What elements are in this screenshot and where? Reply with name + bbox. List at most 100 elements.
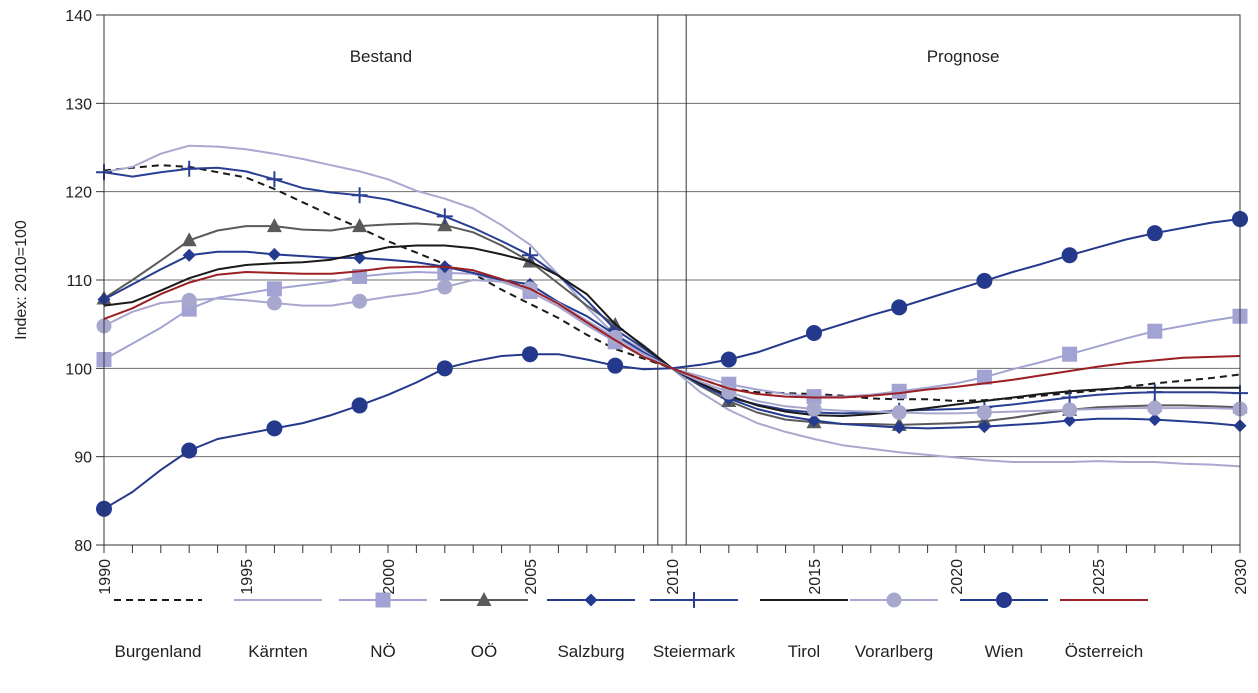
y-tick-label-110: 110 bbox=[66, 273, 92, 290]
legend-item-oesterreich: Österreich bbox=[1060, 599, 1148, 661]
series-line-burgenland bbox=[103, 164, 1241, 402]
y-tick-label-90: 90 bbox=[74, 450, 92, 467]
grid-lines bbox=[104, 102, 1240, 458]
y-tick-label-100: 100 bbox=[65, 361, 92, 378]
x-tick-label-2030: 2030 bbox=[1233, 559, 1250, 595]
legend-item-kaernten: Kärnten bbox=[234, 599, 322, 661]
point-wien-2015 bbox=[806, 325, 822, 341]
series-line-oesterreich bbox=[103, 265, 1241, 399]
legend-marker-ooe bbox=[476, 592, 492, 606]
legend-item-wien: Wien bbox=[960, 592, 1048, 661]
point-noe-2021 bbox=[976, 369, 992, 385]
legend-item-burgenland: Burgenland bbox=[114, 599, 202, 661]
legend-marker-steiermark bbox=[686, 592, 702, 608]
point-ooe-1999 bbox=[352, 218, 368, 233]
point-wien-1993 bbox=[181, 442, 198, 459]
point-vorarlberg-2021 bbox=[976, 405, 992, 420]
point-wien-2002 bbox=[436, 360, 453, 377]
y-tick-labels: 80 90 100 110 120 130 140 bbox=[65, 8, 92, 555]
legend-marker-salzburg bbox=[584, 593, 598, 607]
point-wien-2027 bbox=[1146, 225, 1163, 242]
point-vorarlberg-1996 bbox=[266, 295, 282, 311]
point-wien-2024 bbox=[1061, 247, 1078, 264]
point-salzburg-1996 bbox=[267, 247, 281, 261]
point-salzburg-2021 bbox=[977, 420, 991, 434]
y-axis-label: Index: 2010=100 bbox=[13, 220, 30, 340]
point-noe-1999 bbox=[352, 268, 368, 284]
legend-label-wien: Wien bbox=[985, 642, 1024, 661]
legend-label-burgenland: Burgenland bbox=[115, 642, 202, 661]
legend-item-noe: NÖ bbox=[339, 592, 427, 661]
region-label-bestand: Bestand bbox=[350, 47, 412, 66]
point-wien-1999 bbox=[351, 397, 368, 414]
axes bbox=[96, 14, 1241, 553]
point-vorarlberg-2002 bbox=[437, 279, 453, 295]
point-noe-2024 bbox=[1062, 346, 1078, 362]
point-salzburg-2018 bbox=[892, 421, 906, 435]
x-tick-label-2010: 2010 bbox=[665, 559, 682, 595]
x-tick-label-2025: 2025 bbox=[1091, 559, 1108, 595]
point-ooe-1993 bbox=[181, 232, 197, 247]
point-vorarlberg-1999 bbox=[352, 293, 368, 309]
point-noe-2018 bbox=[891, 383, 907, 399]
legend-marker-noe bbox=[375, 592, 391, 608]
legend-marker-vorarlberg bbox=[886, 592, 902, 608]
point-wien-2008 bbox=[607, 357, 624, 374]
legend-label-oesterreich: Österreich bbox=[1065, 642, 1143, 661]
point-steiermark-1996 bbox=[266, 171, 283, 188]
legend-item-salzburg: Salzburg bbox=[547, 593, 635, 661]
y-tick-label-130: 130 bbox=[65, 96, 92, 113]
point-wien-2021 bbox=[976, 272, 993, 289]
legend-item-steiermark: Steiermark bbox=[650, 592, 738, 661]
point-wien-2005 bbox=[522, 346, 538, 363]
point-steiermark-1993 bbox=[181, 160, 198, 177]
legend-label-salzburg: Salzburg bbox=[557, 642, 624, 661]
x-tick-label-2000: 2000 bbox=[381, 559, 398, 595]
point-vorarlberg-2027 bbox=[1147, 400, 1163, 416]
x-tick-label-2005: 2005 bbox=[523, 559, 540, 595]
legend-label-ooe: OÖ bbox=[471, 642, 497, 661]
point-steiermark-2002 bbox=[436, 208, 453, 225]
legend-label-vorarlberg: Vorarlberg bbox=[855, 642, 933, 661]
point-vorarlberg-2015 bbox=[806, 401, 822, 417]
legend-item-ooe: OÖ bbox=[440, 592, 528, 661]
point-wien-1996 bbox=[266, 420, 283, 437]
legend-label-steiermark: Steiermark bbox=[653, 642, 736, 661]
legend: Burgenland Kärnten NÖ OÖ Salzburg Steiermark T… bbox=[114, 592, 1148, 661]
point-vorarlberg-2024 bbox=[1062, 402, 1078, 418]
point-steiermark-1999 bbox=[351, 187, 368, 204]
legend-item-vorarlberg: Vorarlberg bbox=[850, 592, 938, 661]
series-line-tirol bbox=[103, 244, 1240, 417]
x-tick-labels: 1990 1995 2000 2005 2010 2015 2020 2025 2030 bbox=[97, 559, 1250, 595]
legend-label-kaernten: Kärnten bbox=[248, 642, 308, 661]
x-tick-label-2020: 2020 bbox=[949, 559, 966, 595]
legend-label-tirol: Tirol bbox=[788, 642, 820, 661]
point-wien-2012 bbox=[720, 351, 737, 368]
legend-item-tirol: Tirol bbox=[760, 599, 848, 661]
point-steiermark-2027 bbox=[1146, 384, 1163, 401]
series-wien bbox=[96, 211, 1248, 517]
region-dividers bbox=[657, 15, 687, 545]
point-wien-2018 bbox=[891, 299, 908, 316]
legend-marker-wien bbox=[996, 592, 1012, 608]
region-label-prognose: Prognose bbox=[927, 47, 1000, 66]
point-vorarlberg-1993 bbox=[181, 292, 197, 308]
y-tick-label-120: 120 bbox=[65, 185, 92, 202]
x-tick-label-2015: 2015 bbox=[807, 559, 824, 595]
series-burgenland bbox=[103, 164, 1241, 402]
series-tirol bbox=[103, 244, 1240, 417]
x-tick-label-1990: 1990 bbox=[97, 559, 114, 595]
y-tick-label-80: 80 bbox=[74, 538, 92, 555]
x-tick-label-1995: 1995 bbox=[239, 559, 256, 595]
point-vorarlberg-2018 bbox=[891, 405, 907, 420]
legend-label-noe: NÖ bbox=[370, 642, 396, 661]
point-ooe-1996 bbox=[266, 218, 282, 233]
series-layer bbox=[96, 144, 1248, 517]
region-labels: Bestand Prognose bbox=[350, 47, 1000, 66]
series-noe bbox=[96, 265, 1248, 405]
point-salzburg-2024 bbox=[1063, 413, 1077, 427]
y-tick-label-140: 140 bbox=[65, 8, 92, 25]
series-oesterreich bbox=[103, 265, 1241, 399]
point-salzburg-1993 bbox=[182, 248, 196, 262]
